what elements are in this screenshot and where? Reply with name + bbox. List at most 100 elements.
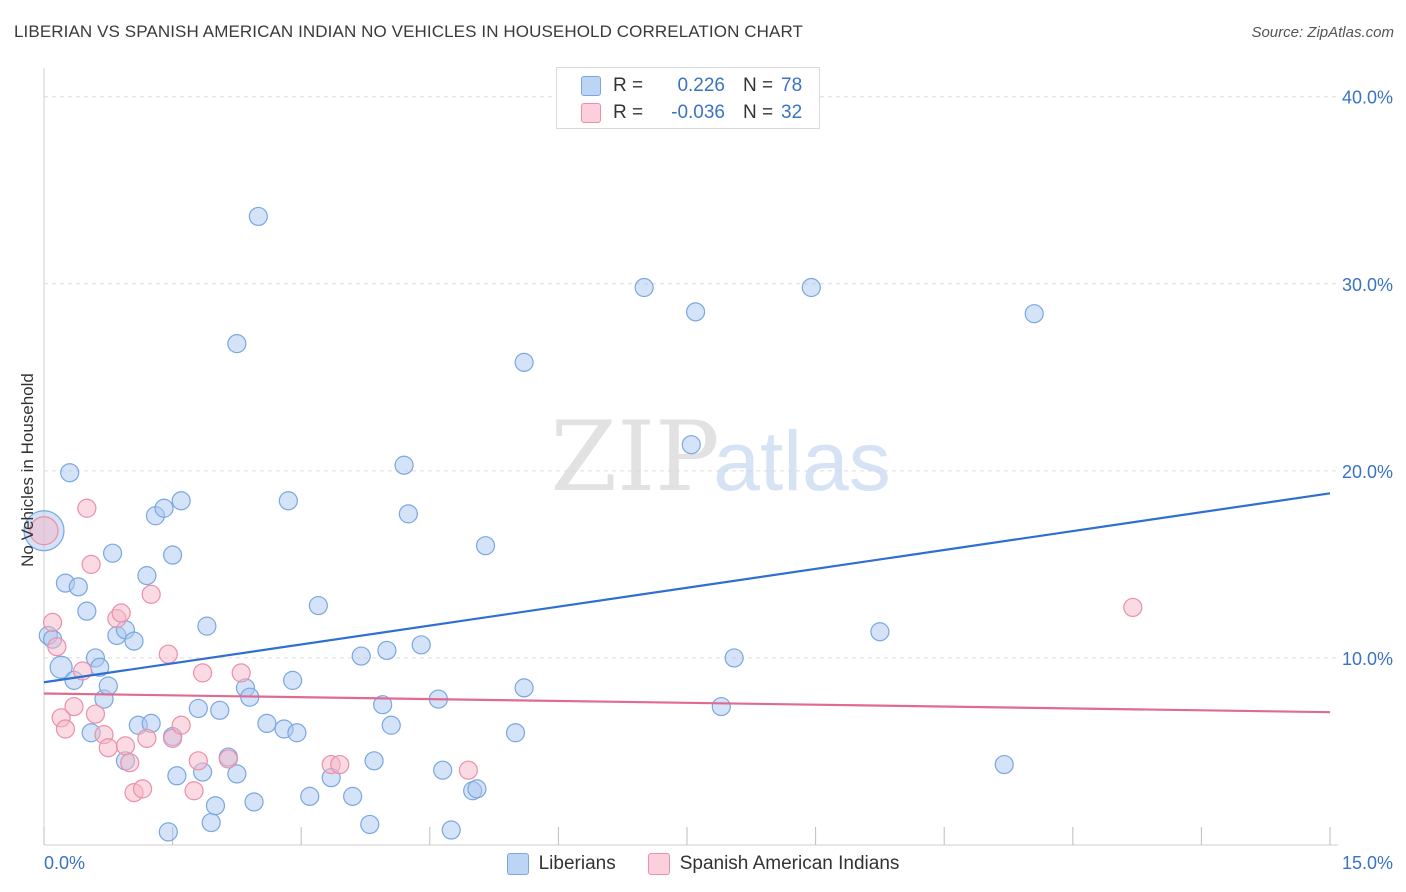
point-liberians <box>505 723 526 743</box>
legend-item-liberians[interactable]: Liberians <box>506 853 616 875</box>
data-points <box>23 206 1143 842</box>
point-liberians <box>163 545 183 565</box>
point-spanish-american-indians <box>132 779 153 799</box>
stats-box: R = 0.226 N = 78 R = -0.036 N = 32 <box>556 67 820 129</box>
point-liberians <box>514 678 534 698</box>
stats-swatch-liberians <box>581 76 601 96</box>
x-tick-label: 0.0% <box>44 853 85 873</box>
point-liberians <box>994 754 1014 775</box>
point-liberians <box>351 646 371 666</box>
legend-swatch-spanish-american-indians <box>647 853 670 875</box>
stats-r-label: R = <box>613 75 644 96</box>
stats-row-spanish-american-indians: R = -0.036 N = 32 <box>581 100 802 126</box>
point-liberians <box>1024 304 1044 324</box>
point-spanish-american-indians <box>184 781 204 801</box>
point-liberians <box>441 820 461 840</box>
legend: Liberians Spanish American Indians <box>0 851 1406 877</box>
point-liberians <box>77 601 97 621</box>
point-spanish-american-indians <box>158 644 178 664</box>
legend-item-spanish-american-indians[interactable]: Spanish American Indians <box>647 853 900 875</box>
point-liberians <box>102 543 123 563</box>
y-tick-label: 10.0% <box>1342 649 1393 669</box>
watermark-atlas: atlas <box>713 414 890 508</box>
trend-lines <box>43 492 1331 714</box>
point-liberians <box>381 715 401 735</box>
point-liberians <box>197 616 217 636</box>
point-liberians <box>514 352 534 372</box>
point-liberians <box>257 713 277 734</box>
point-spanish-american-indians <box>55 719 76 739</box>
point-spanish-american-indians <box>231 663 251 683</box>
point-liberians <box>433 760 453 780</box>
watermark-zip: ZIP <box>550 401 719 513</box>
stats-n-label: N = <box>743 102 774 123</box>
point-spanish-american-indians <box>218 749 238 769</box>
point-spanish-american-indians <box>29 516 59 546</box>
point-liberians <box>210 700 230 720</box>
point-liberians <box>60 463 80 483</box>
stats-row-liberians: R = 0.226 N = 78 <box>581 73 802 99</box>
point-liberians <box>411 635 431 655</box>
point-liberians <box>171 491 191 511</box>
point-spanish-american-indians <box>98 738 118 758</box>
point-liberians <box>158 822 178 842</box>
point-liberians <box>467 779 487 799</box>
stats-r-label: R = <box>613 102 644 123</box>
point-spanish-american-indians <box>330 754 350 775</box>
point-liberians <box>377 640 397 661</box>
point-liberians <box>398 504 418 524</box>
legend-label-liberians: Liberians <box>538 853 616 874</box>
point-liberians <box>227 334 247 354</box>
point-liberians <box>283 670 303 690</box>
y-tick-label: 20.0% <box>1342 462 1393 482</box>
point-liberians <box>801 277 821 298</box>
point-spanish-american-indians <box>47 637 67 657</box>
source-label: Source: ZipAtlas.com <box>1251 24 1394 41</box>
point-liberians <box>167 766 187 786</box>
point-liberians <box>287 723 307 743</box>
point-liberians <box>205 796 226 816</box>
point-liberians <box>343 786 363 806</box>
point-liberians <box>360 814 380 835</box>
stats-n-label: N = <box>743 75 774 96</box>
point-spanish-american-indians <box>188 751 208 771</box>
point-liberians <box>227 764 247 784</box>
chart-title: LIBERIAN VS SPANISH AMERICAN INDIAN NO V… <box>14 22 804 41</box>
y-axis-label-wrap: No Vehicles in Household <box>16 320 40 620</box>
point-spanish-american-indians <box>458 760 478 780</box>
point-liberians <box>248 206 268 227</box>
y-tick-label: 30.0% <box>1342 275 1393 295</box>
point-liberians <box>724 648 744 668</box>
point-liberians <box>373 695 393 715</box>
point-liberians <box>68 577 88 597</box>
point-liberians <box>394 455 414 475</box>
point-spanish-american-indians <box>120 753 140 773</box>
stats-r-value: -0.036 <box>671 102 725 123</box>
point-spanish-american-indians <box>193 663 213 683</box>
stats-n-value: 78 <box>781 75 803 96</box>
point-spanish-american-indians <box>137 728 157 748</box>
point-liberians <box>278 491 298 511</box>
y-axis-label: No Vehicles in Household <box>18 373 37 567</box>
point-liberians <box>244 792 264 812</box>
point-liberians <box>364 751 384 771</box>
legend-label-spanish-american-indians: Spanish American Indians <box>679 853 900 874</box>
point-liberians <box>870 622 890 642</box>
point-spanish-american-indians <box>42 612 63 632</box>
watermark: ZIP atlas <box>550 401 890 513</box>
point-liberians <box>188 698 208 719</box>
stats-swatch-spanish-american-indians <box>581 103 601 123</box>
point-liberians <box>711 696 731 717</box>
point-spanish-american-indians <box>77 498 97 518</box>
point-liberians <box>154 498 174 518</box>
stats-r-value: 0.226 <box>677 75 725 96</box>
point-liberians <box>137 566 157 586</box>
point-liberians <box>308 595 328 616</box>
axes <box>43 68 1338 846</box>
tick-labels: 10.0% 20.0% 30.0% 40.0% 0.0% 15.0% <box>44 88 1393 873</box>
grid-lines <box>44 96 1338 659</box>
point-liberians <box>681 435 701 455</box>
point-spanish-american-indians <box>85 704 106 724</box>
point-spanish-american-indians <box>141 584 161 604</box>
